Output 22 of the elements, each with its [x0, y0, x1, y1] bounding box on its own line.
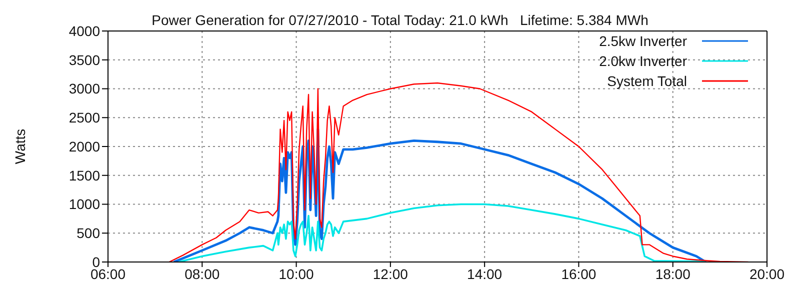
y-tick-label: 2500: [68, 110, 100, 126]
x-tick-label: 18:00: [655, 266, 691, 282]
chart-title: Power Generation for 07/27/2010 - Total Today: 21.0 kWh Lifetime: 5.384 MWh: [152, 12, 648, 28]
line-series: [178, 203, 707, 262]
y-tick-label: 1500: [68, 167, 100, 184]
y-tick-label: 1000: [68, 196, 100, 212]
y-tick-label: 4000: [68, 22, 100, 39]
y-axis-title: Watts: [12, 128, 28, 164]
x-tick-label: 16:00: [561, 266, 596, 282]
legend-label: System Total: [607, 73, 687, 89]
x-tick-label: 08:00: [184, 266, 220, 282]
y-tick-label: 500: [76, 225, 100, 242]
legend-label: 2.5kw Inverter: [599, 33, 688, 49]
y-tick-label: 3500: [68, 52, 100, 68]
x-tick-label: 10:00: [278, 266, 314, 282]
x-tick-label: 12:00: [372, 266, 408, 282]
y-tick-label: 2000: [68, 138, 100, 154]
y-tick-label: 3000: [68, 80, 100, 97]
legend-label: 2.0kw Inverter: [599, 53, 688, 69]
x-tick-label: 14:00: [467, 266, 502, 282]
y-tick-label: 0: [92, 254, 100, 270]
x-tick-label: 20:00: [749, 266, 785, 282]
